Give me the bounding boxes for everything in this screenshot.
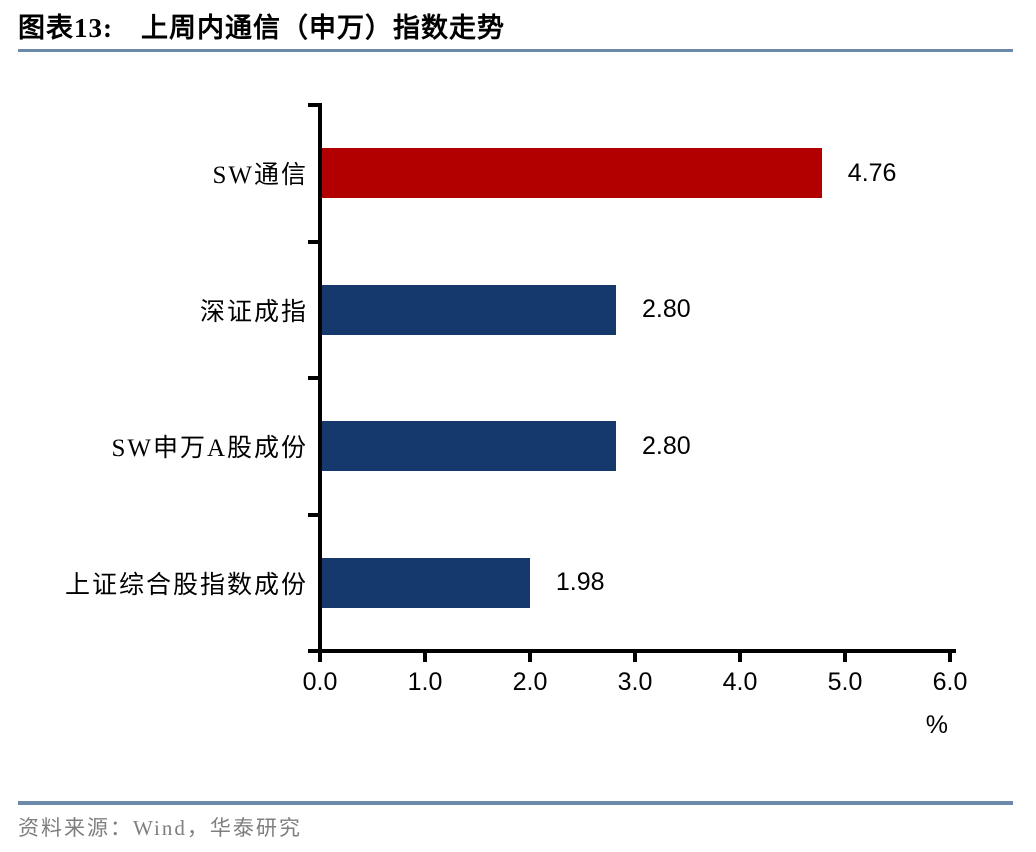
bar-3 xyxy=(322,421,616,472)
bar-chart-plot-area: % SW通信 4.76 深证成指 2.80 SW申万A股成份 2.80 上证综合股指数成份 1… xyxy=(65,103,967,739)
value-label: 2.80 xyxy=(642,295,691,324)
y-axis-tick xyxy=(308,239,318,244)
y-axis-line xyxy=(318,103,322,653)
category-label: SW通信 xyxy=(212,162,308,190)
x-axis-line xyxy=(318,649,956,653)
value-label: 4.76 xyxy=(847,158,897,187)
x-axis-tick-label: 0.0 xyxy=(302,668,338,696)
x-axis-tick xyxy=(843,653,847,662)
y-axis-tick xyxy=(308,512,318,517)
x-axis-unit-label: % xyxy=(925,711,948,739)
y-axis-tick xyxy=(308,103,318,107)
bar-2 xyxy=(322,284,616,335)
chart-title: 图表13: 上周内通信（申万）指数走势 xyxy=(18,13,505,43)
x-axis-tick-label: 2.0 xyxy=(512,668,548,696)
category-label: 上证综合股指数成份 xyxy=(64,571,308,599)
x-axis-tick-label: 4.0 xyxy=(722,668,758,696)
value-label: 2.80 xyxy=(642,431,691,460)
category-label: SW申万A股成份 xyxy=(111,435,308,463)
y-axis-tick xyxy=(308,376,318,380)
bar-1 xyxy=(322,148,822,199)
value-label: 1.98 xyxy=(555,568,605,597)
x-axis-tick xyxy=(948,653,952,662)
x-axis-tick xyxy=(738,653,742,662)
source-note: 资料来源：Wind，华泰研究 xyxy=(18,816,302,840)
category-label: 深证成指 xyxy=(199,298,308,326)
y-axis-tick xyxy=(308,649,318,653)
x-axis-tick-label: 5.0 xyxy=(827,668,863,696)
x-axis-tick-label: 6.0 xyxy=(932,668,968,696)
title-underline-rule xyxy=(18,49,1013,52)
bar-4 xyxy=(322,557,530,608)
footer-rule xyxy=(18,801,1013,805)
x-axis-tick-label: 3.0 xyxy=(617,668,653,696)
x-axis-tick xyxy=(633,653,637,662)
x-axis-tick xyxy=(318,653,322,662)
x-axis-tick xyxy=(423,653,427,662)
x-axis-tick xyxy=(528,653,532,662)
x-axis-tick-label: 1.0 xyxy=(407,668,443,696)
